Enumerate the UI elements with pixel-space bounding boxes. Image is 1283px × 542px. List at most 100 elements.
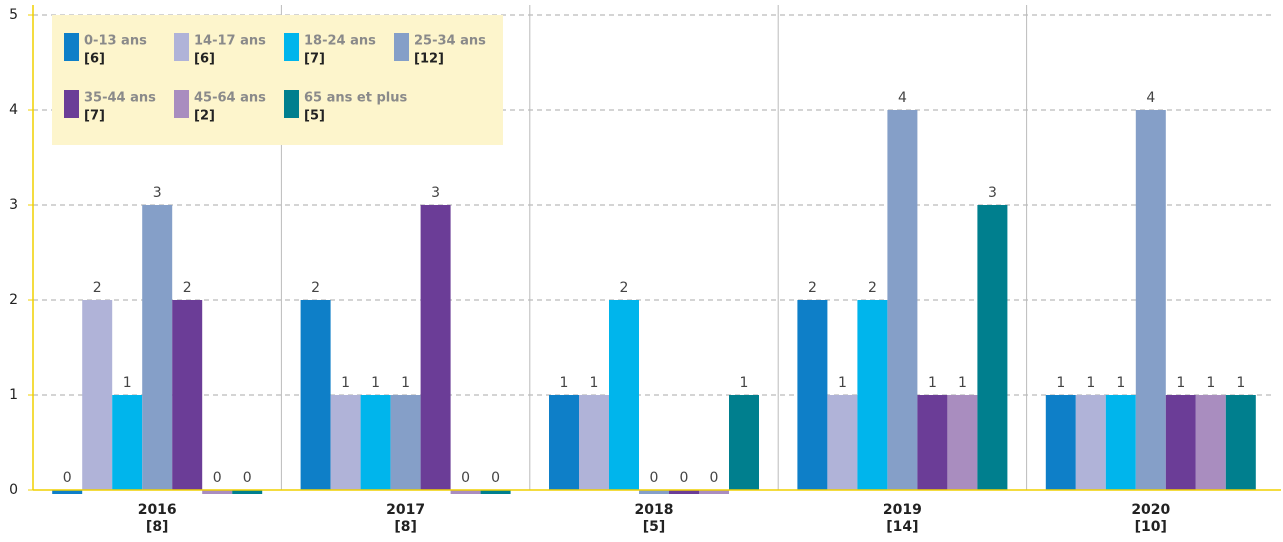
bar xyxy=(1225,395,1256,490)
value-label: 3 xyxy=(988,185,997,201)
x-count-label: [5] xyxy=(643,519,666,535)
value-label: 0 xyxy=(680,470,689,486)
value-label: 2 xyxy=(93,280,102,296)
y-tick-label: 2 xyxy=(9,292,18,308)
legend-label: 45-64 ans xyxy=(194,91,266,106)
y-tick-label: 1 xyxy=(9,387,18,403)
value-label: 1 xyxy=(1086,375,1095,391)
x-tick-label: 2019 xyxy=(883,502,922,518)
x-tick-label: 2020 xyxy=(1131,502,1170,518)
value-label: 1 xyxy=(560,375,569,391)
legend-swatch xyxy=(174,90,189,118)
legend-count: [2] xyxy=(194,109,215,124)
x-tick-label: 2016 xyxy=(138,502,177,518)
value-label: 1 xyxy=(1116,375,1125,391)
value-label: 0 xyxy=(650,470,659,486)
bar xyxy=(1045,395,1076,490)
bar xyxy=(729,395,759,490)
bar xyxy=(609,300,639,490)
bar xyxy=(947,395,978,490)
legend-swatch xyxy=(394,33,409,61)
legend-count: [5] xyxy=(304,109,325,124)
value-label: 1 xyxy=(123,375,132,391)
bar xyxy=(669,490,699,494)
value-label: 4 xyxy=(898,90,907,106)
x-count-label: [14] xyxy=(886,519,918,535)
bar xyxy=(172,300,203,490)
x-tick-label: 2018 xyxy=(635,502,674,518)
value-label: 0 xyxy=(710,470,719,486)
bar xyxy=(112,395,143,490)
value-label: 1 xyxy=(1236,375,1245,391)
value-label: 2 xyxy=(311,280,320,296)
bar xyxy=(360,395,391,490)
bar xyxy=(420,205,451,490)
bar xyxy=(450,490,481,494)
legend-swatch xyxy=(284,90,299,118)
x-tick-label: 2017 xyxy=(386,502,425,518)
value-label: 3 xyxy=(431,185,440,201)
bar xyxy=(82,300,113,490)
value-label: 1 xyxy=(341,375,350,391)
legend-count: [6] xyxy=(194,52,215,67)
y-tick-label: 4 xyxy=(9,102,18,118)
value-label: 1 xyxy=(590,375,599,391)
value-label: 0 xyxy=(213,470,222,486)
bar xyxy=(1165,395,1196,490)
value-label: 4 xyxy=(1146,90,1155,106)
value-label: 1 xyxy=(1206,375,1215,391)
bar xyxy=(390,395,421,490)
x-count-label: [8] xyxy=(146,519,169,535)
value-label: 1 xyxy=(928,375,937,391)
bar xyxy=(549,395,579,490)
bar xyxy=(699,490,729,494)
legend-label: 14-17 ans xyxy=(194,34,266,49)
bar xyxy=(202,490,233,494)
value-label: 1 xyxy=(1176,375,1185,391)
bar xyxy=(977,205,1008,490)
bar xyxy=(1075,395,1106,490)
value-label: 1 xyxy=(371,375,380,391)
bar xyxy=(142,205,173,490)
value-label: 1 xyxy=(740,375,749,391)
value-label: 3 xyxy=(153,185,162,201)
legend-label: 18-24 ans xyxy=(304,34,376,49)
legend-swatch xyxy=(64,33,79,61)
legend-count: [7] xyxy=(304,52,325,67)
value-label: 0 xyxy=(243,470,252,486)
value-label: 0 xyxy=(63,470,72,486)
value-label: 0 xyxy=(491,470,500,486)
legend-count: [12] xyxy=(414,52,444,67)
value-label: 1 xyxy=(401,375,410,391)
legend-label: 25-34 ans xyxy=(414,34,486,49)
bar xyxy=(480,490,511,494)
bar xyxy=(857,300,888,490)
x-count-label: [8] xyxy=(394,519,417,535)
legend-count: [7] xyxy=(84,109,105,124)
bar xyxy=(579,395,609,490)
value-label: 2 xyxy=(868,280,877,296)
bar xyxy=(300,300,331,490)
legend-swatch xyxy=(64,90,79,118)
bar xyxy=(330,395,361,490)
bar xyxy=(52,490,83,494)
legend-label: 65 ans et plus xyxy=(304,91,407,106)
bar xyxy=(1135,110,1166,490)
bar xyxy=(639,490,669,494)
legend-label: 35-44 ans xyxy=(84,91,156,106)
y-tick-label: 3 xyxy=(9,197,18,213)
legend-box xyxy=(52,15,503,145)
value-label: 1 xyxy=(958,375,967,391)
y-tick-label: 5 xyxy=(9,7,18,23)
value-label: 2 xyxy=(620,280,629,296)
bar xyxy=(827,395,858,490)
value-label: 1 xyxy=(1056,375,1065,391)
value-label: 0 xyxy=(461,470,470,486)
bar xyxy=(1195,395,1226,490)
bar xyxy=(887,110,918,490)
y-tick-label: 0 xyxy=(9,482,18,498)
bar xyxy=(1105,395,1136,490)
value-label: 2 xyxy=(183,280,192,296)
legend-swatch xyxy=(284,33,299,61)
